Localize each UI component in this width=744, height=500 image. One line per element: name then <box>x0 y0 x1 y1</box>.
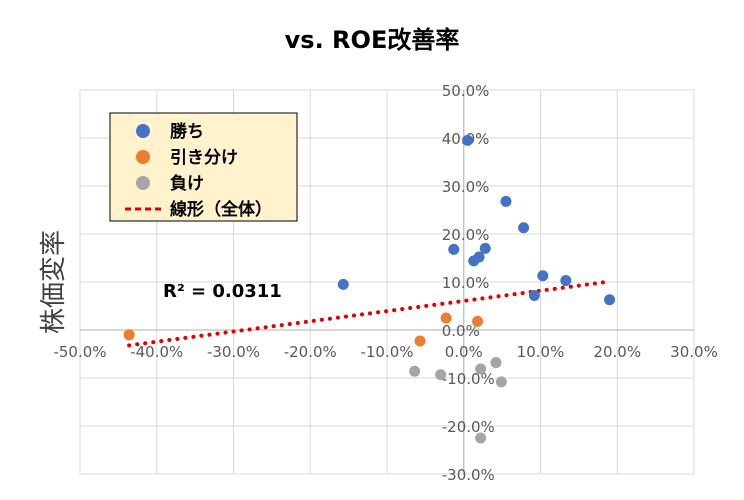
y-tick-label-5: 0.0% <box>442 322 480 340</box>
y-tick-label-6: -10.0% <box>442 370 495 388</box>
legend-label-0: 勝ち <box>170 121 204 142</box>
legend-marker-0 <box>136 124 150 138</box>
x-tick-label-6: 10.0% <box>517 343 565 361</box>
y-tick-label-3: 20.0% <box>442 226 490 244</box>
y-tick-label-0: 50.0% <box>442 82 490 100</box>
y-axis-tick-labels: 50.0%40.0%30.0%20.0%10.0%0.0%-10.0%-20.0… <box>442 82 495 484</box>
x-tick-label-2: -30.0% <box>207 343 260 361</box>
point-series-2-3 <box>490 357 502 369</box>
legend-label-2: 負け <box>170 174 204 194</box>
point-series-0-6 <box>468 255 480 267</box>
legend-marker-1 <box>136 150 150 164</box>
point-series-2-2 <box>475 363 487 375</box>
point-series-2-1 <box>435 369 447 381</box>
y-tick-label-8: -30.0% <box>442 466 495 484</box>
trendline <box>127 279 612 348</box>
y-tick-label-2: 30.0% <box>442 178 490 196</box>
point-series-1-0 <box>123 329 135 341</box>
x-tick-label-8: 30.0% <box>670 343 718 361</box>
x-axis-tick-labels: -50.0% -40.0% -30.0% -20.0% -10.0% 0.0% 10.0% 2… <box>53 343 717 361</box>
r-squared-annotation: R² = 0.0311 <box>163 281 282 302</box>
legend-marker-2 <box>136 176 150 190</box>
legend-label-1: 引き分け <box>170 148 238 168</box>
point-series-0-7 <box>537 270 549 282</box>
point-series-2-4 <box>495 376 507 388</box>
y-axis-label: 株価変率 <box>39 230 69 334</box>
point-series-0-10 <box>528 289 540 301</box>
point-series-2-5 <box>475 432 487 444</box>
data-points <box>123 134 616 444</box>
point-series-0-1 <box>500 195 512 207</box>
point-series-0-2 <box>518 222 530 234</box>
chart-title: vs. ROE改善率 <box>285 26 460 54</box>
y-tick-label-7: -20.0% <box>442 418 495 436</box>
point-series-1-3 <box>472 315 484 327</box>
point-series-0-8 <box>560 275 572 287</box>
point-series-2-0 <box>409 365 421 377</box>
x-tick-label-0: -50.0% <box>53 343 106 361</box>
x-tick-label-5: 0.0% <box>445 343 483 361</box>
point-series-0-0 <box>462 134 474 146</box>
x-tick-label-4: -10.0% <box>360 343 413 361</box>
point-series-0-9 <box>337 278 349 290</box>
point-series-0-3 <box>479 242 491 254</box>
point-series-1-2 <box>440 312 452 324</box>
point-series-0-11 <box>604 294 616 306</box>
legend-label-3: 線形（全体） <box>170 199 272 220</box>
x-tick-label-3: -20.0% <box>284 343 337 361</box>
trendline-linear <box>127 279 612 348</box>
x-tick-label-1: -40.0% <box>130 343 183 361</box>
point-series-1-1 <box>414 335 426 347</box>
axes <box>80 90 694 474</box>
point-series-0-4 <box>448 243 460 255</box>
x-tick-label-7: 20.0% <box>593 343 641 361</box>
y-tick-label-4: 10.0% <box>442 274 490 292</box>
